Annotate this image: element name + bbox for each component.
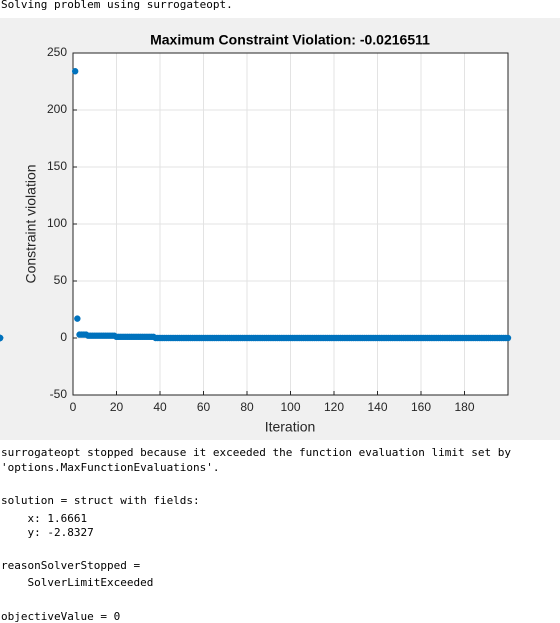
x-tick-label: 0 xyxy=(70,400,77,414)
y-tick-label: -50 xyxy=(50,387,68,401)
console-line: objectiveValue = 0 xyxy=(1,610,121,623)
console-line: solution = struct with fields: xyxy=(1,494,200,507)
console-line: Solving problem using surrogateopt. xyxy=(1,0,233,11)
chart-title: Maximum Constraint Violation: -0.0216511 xyxy=(150,32,430,48)
x-tick-label: 20 xyxy=(110,400,124,414)
y-tick-label: 250 xyxy=(47,45,67,59)
x-tick-label: 140 xyxy=(367,400,387,414)
point xyxy=(74,315,81,322)
x-tick-label: 120 xyxy=(324,400,344,414)
x-axis-label: Iteration xyxy=(265,419,316,435)
x-tick-label: 60 xyxy=(197,400,211,414)
console-line: y: -2.8327 xyxy=(1,526,94,539)
x-tick-label: 160 xyxy=(411,400,431,414)
y-tick-label: 50 xyxy=(54,273,68,287)
console-line: x: 1.6661 xyxy=(1,512,88,525)
point xyxy=(71,68,79,75)
x-tick-label: 40 xyxy=(153,400,167,414)
x-tick-label: 100 xyxy=(280,400,300,414)
axes-box xyxy=(72,52,509,396)
figure: Maximum Constraint Violation: -0.0216511… xyxy=(0,18,560,440)
y-tick-label: 200 xyxy=(47,102,67,116)
console-line: reasonSolverStopped = xyxy=(1,559,141,572)
y-axis-label: Constraint violation xyxy=(23,164,39,283)
x-tick-label: 180 xyxy=(454,400,474,414)
console-line: surrogateopt stopped because it exceeded… xyxy=(1,446,511,459)
y-tick-label: 100 xyxy=(47,216,67,230)
y-tick-label: 0 xyxy=(60,330,67,344)
x-tick-label: 80 xyxy=(240,400,254,414)
y-tick-label: 150 xyxy=(47,159,67,173)
console-line: 'options.MaxFunctionEvaluations'. xyxy=(1,461,220,474)
point xyxy=(0,334,4,342)
console-line: SolverLimitExceeded xyxy=(1,576,154,589)
chart: Maximum Constraint Violation: -0.0216511… xyxy=(0,32,512,435)
point xyxy=(504,334,512,342)
